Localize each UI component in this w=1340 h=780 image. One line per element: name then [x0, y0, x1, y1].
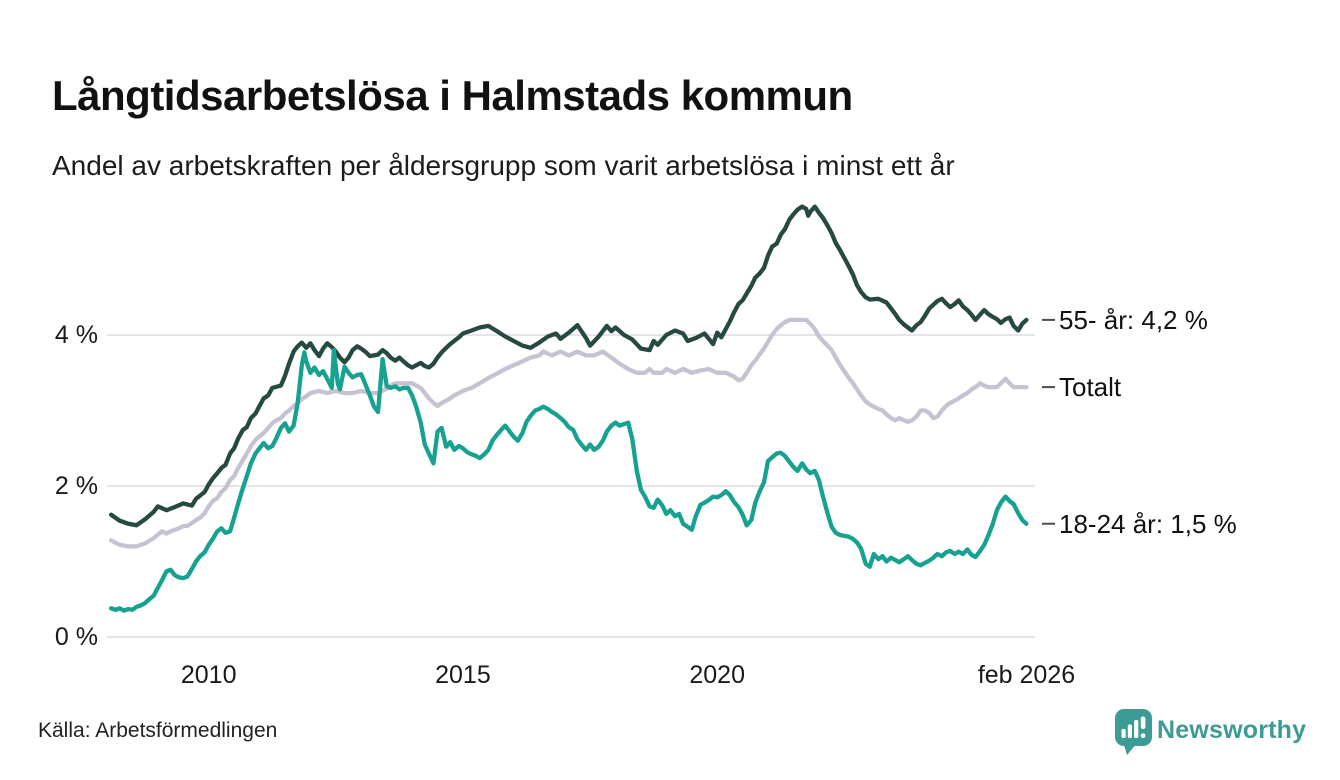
x-axis-tick-label: 2015 — [435, 661, 491, 689]
series-line-55-år — [108, 204, 1029, 528]
x-axis-tick-label: 2010 — [180, 661, 237, 689]
newsworthy-logo — [1114, 708, 1154, 756]
series-end-label: 55- år: 4,2 % — [1059, 304, 1208, 335]
source-note: Källa: Arbetsförmedlingen — [38, 719, 278, 742]
chart-title: Långtidsarbetslösa i Halmstads kommun — [52, 72, 853, 120]
y-axis-tick-label: 0 % — [54, 623, 98, 651]
x-axis-tick-label: feb 2026 — [977, 661, 1076, 689]
newsworthy-wordmark: Newsworthy — [1157, 716, 1307, 744]
x-axis-tick-label: 2020 — [689, 661, 745, 689]
y-axis-tick-label: 2 % — [54, 472, 98, 500]
y-axis-tick-label: 4 % — [54, 321, 98, 349]
chart-subtitle: Andel av arbetskraften per åldersgrupp s… — [52, 150, 955, 181]
series-end-label: Totalt — [1059, 372, 1122, 403]
series-end-label: 18-24 år: 1,5 % — [1059, 508, 1237, 539]
newsworthy-bubble-chart-icon — [1115, 709, 1152, 755]
series-line-Totalt — [108, 317, 1029, 549]
series-line-18-24år — [108, 347, 1029, 613]
